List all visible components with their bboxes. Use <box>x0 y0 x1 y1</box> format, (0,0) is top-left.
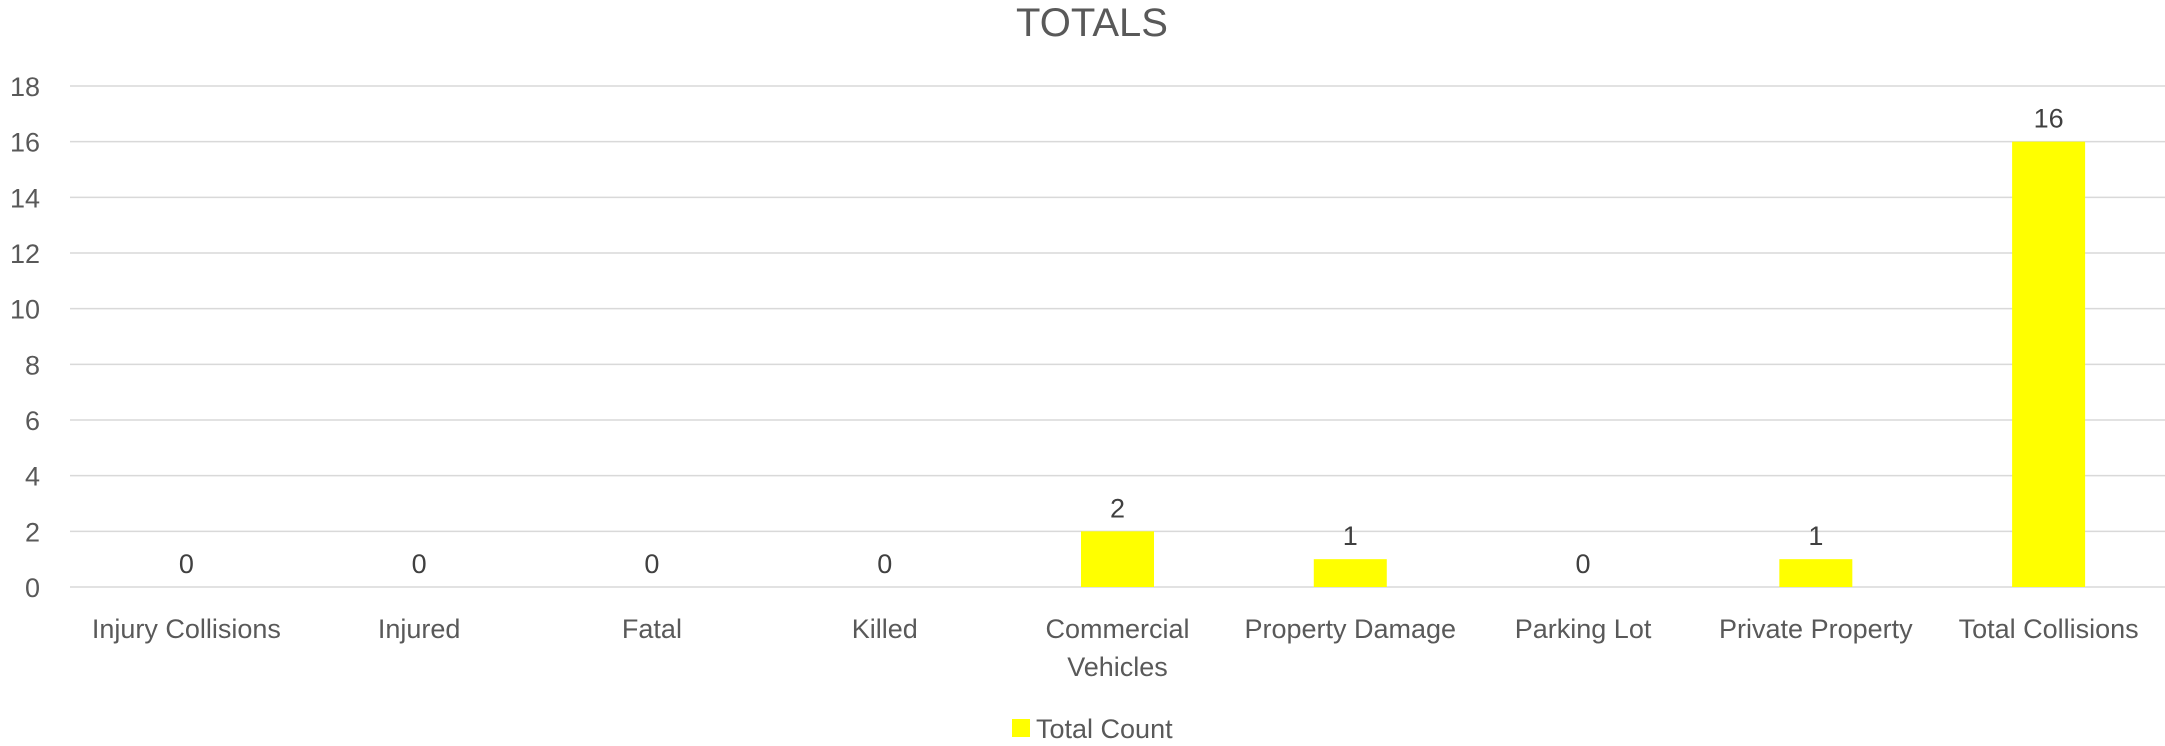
category-label-commercial-vehicles: Vehicles <box>1067 652 1168 682</box>
category-label-killed: Killed <box>852 614 918 644</box>
y-tick-label: 16 <box>10 128 40 158</box>
y-tick-label: 18 <box>10 72 40 102</box>
data-label-commercial-vehicles: 2 <box>1110 493 1125 523</box>
category-label-private-property: Private Property <box>1719 614 1913 644</box>
data-label-injury-collisions: 0 <box>179 549 194 579</box>
legend: Total Count <box>1012 714 1173 744</box>
data-label-injured: 0 <box>412 549 427 579</box>
category-label-fatal: Fatal <box>622 614 682 644</box>
bars <box>1081 141 2086 587</box>
data-label-property-damage: 1 <box>1343 521 1358 551</box>
category-label-injury-collisions: Injury Collisions <box>92 614 281 644</box>
category-label-injured: Injured <box>378 614 461 644</box>
y-tick-label: 0 <box>25 573 40 603</box>
category-label-total-collisions: Total Collisions <box>1959 614 2139 644</box>
y-tick-label: 14 <box>10 183 40 213</box>
chart-title: TOTALS <box>1016 1 1168 45</box>
data-label-fatal: 0 <box>644 549 659 579</box>
bar-total-collisions <box>2012 141 2086 587</box>
y-tick-label: 10 <box>10 295 40 325</box>
bar-property-damage <box>1313 559 1387 587</box>
y-tick-label: 8 <box>25 350 40 380</box>
gridlines <box>70 85 2165 588</box>
data-labels: 0 0 0 0 2 1 0 1 16 <box>179 104 2064 579</box>
category-label-commercial-vehicles: Commercial <box>1045 614 1189 644</box>
y-axis-ticks: 0 2 4 6 8 10 12 14 16 18 <box>10 72 40 603</box>
category-label-property-damage: Property Damage <box>1244 614 1456 644</box>
data-label-private-property: 1 <box>1808 521 1823 551</box>
data-label-total-collisions: 16 <box>2034 104 2064 134</box>
data-label-killed: 0 <box>877 549 892 579</box>
x-axis-categories: Injury Collisions Injured Fatal Killed Comme… <box>92 614 2139 682</box>
y-tick-label: 6 <box>25 406 40 436</box>
y-tick-label: 4 <box>25 462 40 492</box>
bar-private-property <box>1779 559 1853 587</box>
y-tick-label: 2 <box>25 517 40 547</box>
category-label-parking-lot: Parking Lot <box>1515 614 1652 644</box>
bar-commercial-vehicles <box>1081 531 1154 587</box>
data-label-parking-lot: 0 <box>1576 549 1591 579</box>
legend-label-total-count: Total Count <box>1036 714 1173 744</box>
legend-swatch-total-count <box>1012 719 1030 737</box>
y-tick-label: 12 <box>10 239 40 269</box>
